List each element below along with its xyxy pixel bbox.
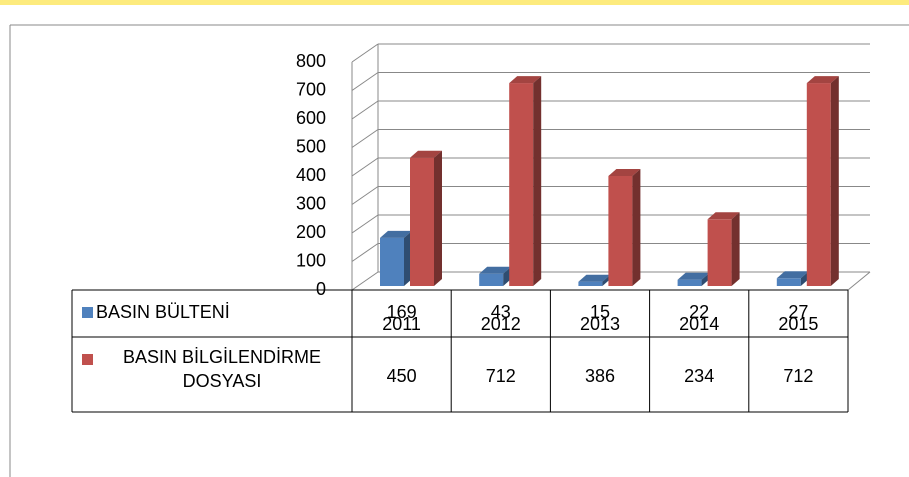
y-tick-label: 100 xyxy=(296,250,326,270)
bar xyxy=(707,212,740,286)
bar-top xyxy=(380,230,412,238)
bar-top xyxy=(707,212,740,220)
bar-front xyxy=(677,279,702,286)
table-value: 27 xyxy=(788,302,808,322)
grid-line xyxy=(351,100,379,120)
bar-front xyxy=(479,273,504,286)
x-tick-label: 2013 xyxy=(580,314,620,334)
grid-line xyxy=(351,72,379,91)
bar xyxy=(509,76,542,286)
bar-side xyxy=(533,76,542,286)
bar-top xyxy=(509,76,542,84)
bar-top xyxy=(776,271,809,279)
bar xyxy=(578,274,611,286)
y-tick-label: 300 xyxy=(296,193,326,213)
grid-line xyxy=(351,43,379,63)
bar-front xyxy=(380,237,404,286)
bar-front xyxy=(608,175,633,286)
bar-side xyxy=(434,150,442,286)
bar xyxy=(608,168,641,286)
grid-line xyxy=(351,186,379,205)
bar-top xyxy=(608,168,641,176)
table-value: 450 xyxy=(387,366,417,386)
grid-line xyxy=(351,129,379,148)
y-tick-label: 800 xyxy=(296,51,326,71)
bar-front xyxy=(707,219,732,286)
bar-side xyxy=(731,212,740,286)
legend-label: BASIN BİLGİLENDİRME DOSYASI xyxy=(122,347,322,391)
y-tick-label: 200 xyxy=(296,222,326,242)
bar xyxy=(677,272,710,286)
bar xyxy=(776,271,809,286)
table-value: 169 xyxy=(387,302,417,322)
bar-front xyxy=(806,83,831,286)
grid-line xyxy=(351,271,379,291)
floor-edge xyxy=(847,271,871,291)
x-tick-label: 2015 xyxy=(778,314,818,334)
table-value: 15 xyxy=(590,302,610,322)
bar-top xyxy=(410,150,442,158)
x-tick-label: 2012 xyxy=(481,314,521,334)
y-tick-label: 600 xyxy=(296,108,326,128)
y-tick-label: 700 xyxy=(296,79,326,99)
y-tick-label: 500 xyxy=(296,136,326,156)
y-tick-label: 0 xyxy=(316,279,326,299)
table-value: 22 xyxy=(689,302,709,322)
legend-key xyxy=(82,354,93,365)
bar-front xyxy=(509,83,534,286)
y-tick-label: 400 xyxy=(296,165,326,185)
bar-top xyxy=(578,274,611,282)
table-value: 712 xyxy=(486,366,516,386)
table-value: 234 xyxy=(684,366,714,386)
legend-label: BASIN BÜLTENİ xyxy=(96,302,230,322)
bar-top xyxy=(806,76,839,84)
bar xyxy=(380,230,412,286)
top-strip xyxy=(0,0,909,5)
bar-side xyxy=(830,76,839,286)
bar xyxy=(479,266,512,286)
grid-line xyxy=(351,157,379,177)
bar-front xyxy=(776,278,801,286)
legend-key xyxy=(82,307,93,318)
bar-front xyxy=(578,281,603,286)
table-value: 43 xyxy=(491,302,511,322)
table-value: 712 xyxy=(783,366,813,386)
x-tick-label: 2011 xyxy=(382,314,421,334)
bar xyxy=(410,150,442,286)
bar-side xyxy=(632,168,641,286)
bar xyxy=(806,76,839,286)
grid-line xyxy=(351,214,379,234)
grid-line xyxy=(351,243,379,262)
bar-front xyxy=(410,157,434,286)
bar-top xyxy=(677,272,710,280)
bar-top xyxy=(479,266,512,274)
x-tick-label: 2014 xyxy=(679,314,719,334)
table-value: 386 xyxy=(585,366,615,386)
